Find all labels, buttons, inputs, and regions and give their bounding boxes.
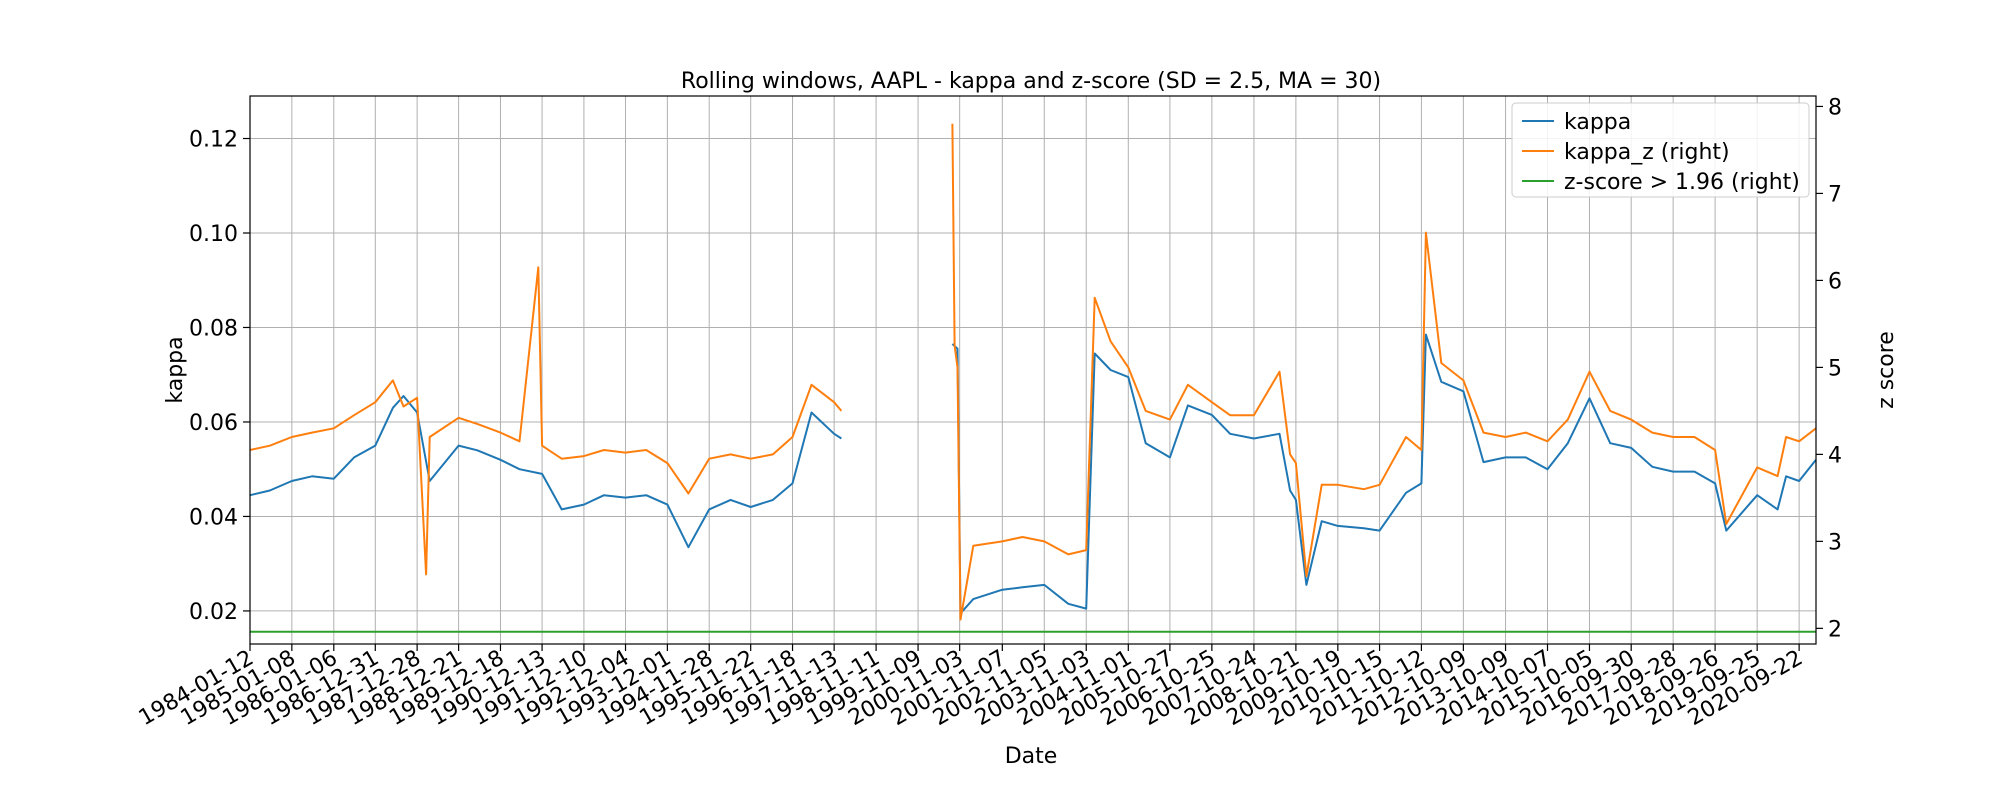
y-tick-label-left: 0.06 xyxy=(189,411,238,436)
legend-label-threshold: z-score > 1.96 (right) xyxy=(1564,170,1800,195)
legend-label-kappa_z: kappa_z (right) xyxy=(1564,140,1730,165)
y-tick-label-left: 0.08 xyxy=(189,316,238,341)
y-axis-label-left: kappa xyxy=(163,336,188,403)
series-line-kappa xyxy=(249,333,1817,615)
grid xyxy=(249,96,1816,644)
y-tick-label-right: 8 xyxy=(1828,95,1842,120)
y-axis-right: 2 3 4 5 6 7 8 xyxy=(1816,95,1842,642)
y-tick-label-right: 7 xyxy=(1828,182,1842,207)
chart-title: Rolling windows, AAPL - kappa and z-scor… xyxy=(681,69,1381,94)
x-axis: 1984-01-121985-01-081986-01-061986-12-31… xyxy=(135,644,1807,731)
y-tick-label-left: 0.10 xyxy=(189,222,238,247)
legend-label-kappa: kappa xyxy=(1564,110,1631,135)
y-tick-label-right: 3 xyxy=(1828,530,1842,555)
y-axis-left: 0.02 0.04 0.06 0.08 0.10 0.12 xyxy=(189,128,250,625)
y-tick-label-right: 4 xyxy=(1828,443,1842,468)
y-tick-label-right: 2 xyxy=(1828,617,1842,642)
series-line-kappa_z xyxy=(249,123,1817,621)
y-tick-label-left: 0.02 xyxy=(189,600,238,625)
legend: kappa kappa_z (right) z-score > 1.96 (righ… xyxy=(1511,102,1810,198)
y-tick-label-right: 5 xyxy=(1828,356,1842,381)
y-tick-label-left: 0.04 xyxy=(189,505,238,530)
y-tick-label-right: 6 xyxy=(1828,269,1842,294)
series-layer xyxy=(249,123,1817,633)
plot-frame xyxy=(249,95,1817,645)
x-axis-label: Date xyxy=(1005,744,1058,769)
y-tick-label-left: 0.12 xyxy=(189,128,238,153)
legend-box xyxy=(1511,102,1810,198)
y-axis-label-right: z score xyxy=(1874,331,1899,409)
